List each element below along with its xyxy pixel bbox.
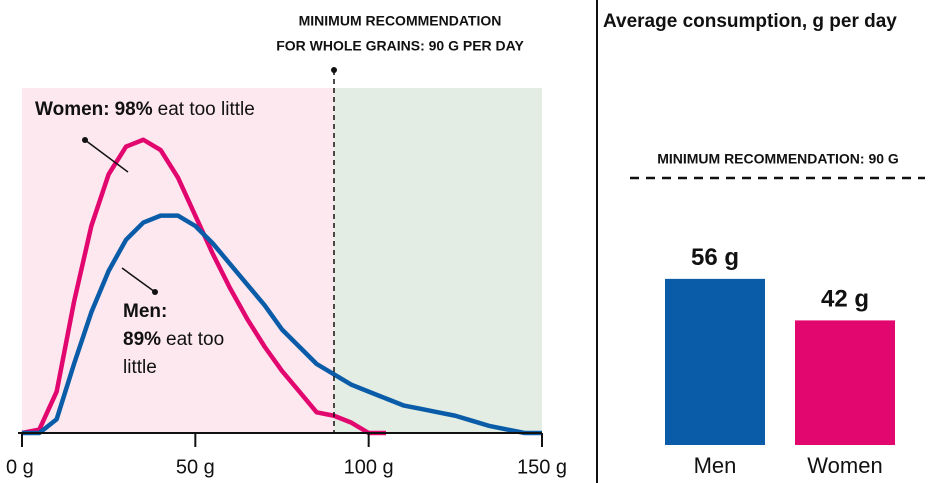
value-label: 42 g <box>821 286 869 313</box>
series-text: eat too little <box>158 99 255 120</box>
bar <box>795 320 895 445</box>
series-share: 98% <box>115 99 153 120</box>
x-tick-label: 0 g <box>6 456 34 478</box>
threshold-dot <box>331 67 337 73</box>
leader <box>121 267 156 293</box>
density-line <box>22 213 542 436</box>
series-name: Men: <box>123 301 167 322</box>
x-tick-label: 150 g <box>517 456 567 478</box>
series-text: eat too <box>166 329 224 350</box>
bar <box>665 278 765 445</box>
x-tick-label: 100 g <box>344 456 394 478</box>
series-share: 89% <box>123 329 161 350</box>
category-label: Men <box>694 453 737 478</box>
category-label: Women <box>807 453 882 478</box>
value-label: 56 g <box>691 244 739 271</box>
threshold-label: FOR WHOLE GRAINS: 90 G PER DAY <box>276 38 524 54</box>
leader-dot <box>82 137 88 143</box>
series-label: 89% eat too <box>123 329 224 350</box>
x-tick-label: 50 g <box>176 456 215 478</box>
leader-dot <box>152 289 158 295</box>
leader <box>84 139 129 173</box>
panel-title: Average consumption, g per day <box>603 11 897 32</box>
region <box>22 88 334 433</box>
region <box>334 88 542 433</box>
series-name: Women: <box>35 99 110 120</box>
series-label: Women: 98% eat too little <box>35 99 255 120</box>
threshold-label: MINIMUM RECOMMENDATION <box>299 13 502 29</box>
reference-label: MINIMUM RECOMMENDATION: 90 G <box>657 151 899 167</box>
series-text: little <box>123 357 157 378</box>
